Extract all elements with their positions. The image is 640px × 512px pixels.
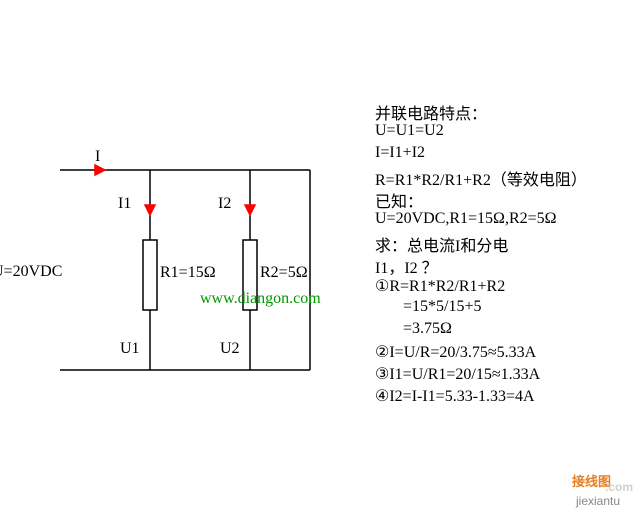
center-watermark: www.diangon.com — [200, 290, 321, 308]
text-s2: ②I=U/R=20/3.75≈5.33A — [375, 342, 536, 362]
label-I2: I2 — [218, 195, 231, 213]
text-eq3b: （等效电阻） — [491, 172, 587, 189]
label-R1: R1=15Ω — [160, 264, 216, 282]
text-eq1: U=U1=U2 — [375, 122, 444, 140]
label-U: U=20VDC — [0, 263, 62, 281]
label-I: I — [95, 148, 100, 166]
text-ask1: 求：总电流I和分电 — [375, 232, 508, 256]
text-ask2: I1，I2 ？ — [375, 254, 438, 278]
label-U1: U1 — [120, 340, 140, 358]
br-watermark-3: jiexiantu — [576, 494, 620, 508]
text-title: 并联电路特点： — [375, 100, 487, 124]
text-s1a: ①R=R1*R2/R1+R2 — [375, 276, 505, 296]
circuit-diagram — [0, 0, 640, 512]
text-s1b: =15*5/15+5 — [395, 298, 482, 316]
text-eq3: R=R1*R2/R1+R2（等效电阻） — [375, 166, 587, 190]
text-known-h: 已知： — [375, 188, 423, 212]
label-U2: U2 — [220, 340, 240, 358]
text-s1c: =3.75Ω — [395, 320, 452, 338]
text-eq3a: R=R1*R2/R1+R2 — [375, 172, 491, 189]
br-watermark-2: .com — [605, 480, 633, 494]
label-I1: I1 — [118, 195, 131, 213]
label-R2: R2=5Ω — [260, 264, 308, 282]
text-s3: ③I1=U/R1=20/15≈1.33A — [375, 364, 540, 384]
text-s4: ④I2=I-I1=5.33-1.33=4A — [375, 386, 535, 406]
text-known: U=20VDC,R1=15Ω,R2=5Ω — [375, 210, 557, 228]
text-eq2: I=I1+I2 — [375, 144, 425, 162]
